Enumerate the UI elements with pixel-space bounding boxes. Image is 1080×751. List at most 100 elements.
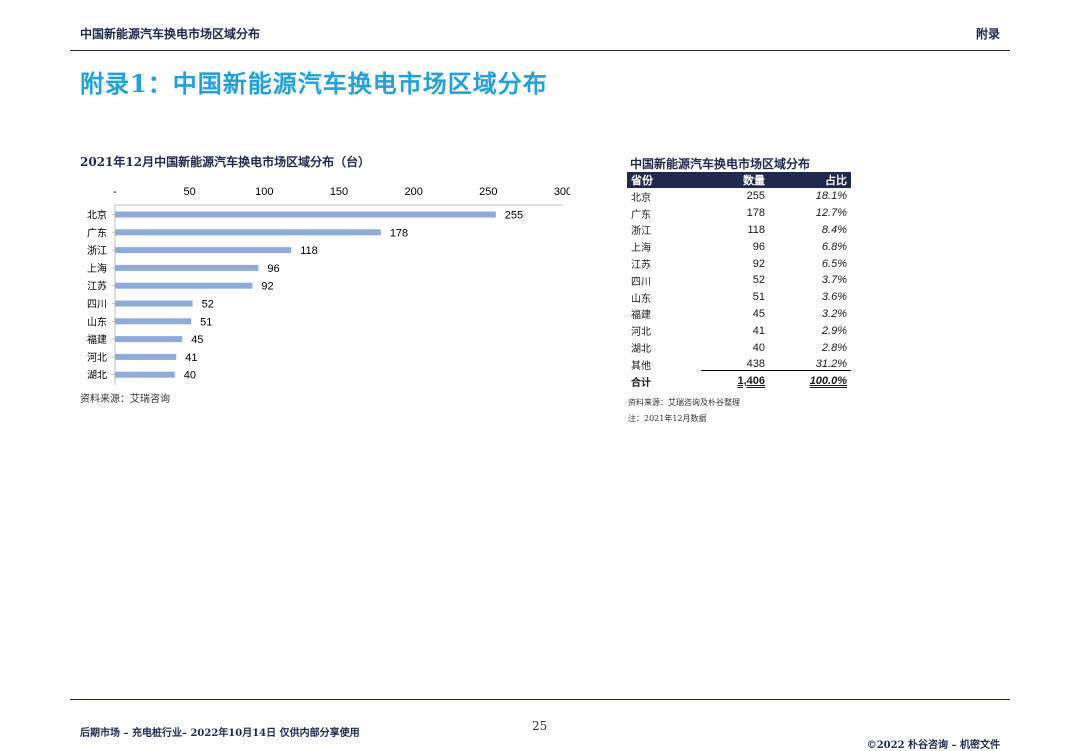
total-label: 合计 — [631, 377, 651, 389]
x-tick-label: 100 — [255, 186, 273, 198]
page-number: 25 — [532, 719, 548, 733]
category-label: 湖北 — [87, 370, 107, 382]
row-count: 96 — [752, 240, 765, 253]
table-total-row: 合计 1,406 100.0% — [627, 373, 851, 390]
row-count: 255 — [746, 190, 765, 203]
header-share: 占比 — [825, 174, 847, 187]
row-province: 河北 — [631, 327, 651, 339]
bar — [115, 353, 177, 360]
category-label: 广东 — [87, 226, 107, 239]
chart-source: 资料来源：艾瑞咨询 — [80, 394, 170, 405]
data-label: 41 — [185, 352, 197, 364]
data-label: 40 — [184, 370, 196, 382]
row-count: 118 — [747, 223, 765, 236]
footer-divider — [70, 699, 1010, 700]
row-count: 41 — [752, 324, 765, 337]
bar — [115, 336, 183, 343]
bar — [115, 300, 193, 307]
row-share: 3.2% — [821, 307, 847, 320]
data-label: 255 — [505, 210, 523, 222]
row-share: 18.1% — [815, 190, 847, 203]
table-header: 省份 数量 占比 — [627, 172, 851, 188]
total-share: 100.0% — [809, 375, 847, 388]
category-label: 浙江 — [87, 245, 107, 257]
row-share: 12.7% — [815, 207, 847, 220]
header-title: 中国新能源汽车换电市场区域分布 — [80, 27, 261, 41]
copyright: ©2022 朴谷咨询 – 机密文件 — [866, 740, 1000, 751]
row-count: 40 — [752, 341, 765, 354]
row-province: 四川 — [631, 276, 651, 288]
category-label: 河北 — [87, 352, 107, 364]
table-row: 其他 438 31.2% — [627, 356, 851, 373]
category-label: 上海 — [87, 262, 107, 275]
table-row: 福建 45 3.2% — [627, 306, 851, 323]
row-count: 52 — [752, 274, 765, 287]
data-label: 178 — [390, 227, 408, 239]
table-row: 山东 51 3.6% — [627, 289, 851, 306]
row-share: 6.8% — [821, 240, 847, 253]
bar-chart: - 50 100 150 200 250 300 北京 255 广东 178 浙江 118 上海 96 江苏 9… — [87, 186, 570, 385]
header-count: 数量 — [743, 174, 765, 187]
region-table: 省份 数量 占比 北京 255 18.1% 广东 178 12.7% 浙江 118 8.4% 上海… — [627, 172, 851, 390]
row-share: 2.9% — [821, 324, 847, 337]
row-province: 广东 — [631, 209, 651, 221]
bar — [115, 247, 292, 254]
header-section: 附录 — [975, 27, 1000, 41]
bar — [115, 264, 259, 271]
bar — [115, 371, 175, 378]
row-province: 北京 — [631, 192, 651, 204]
data-label: 45 — [191, 334, 203, 346]
category-label: 福建 — [87, 333, 107, 346]
table-row: 河北 41 2.9% — [627, 322, 851, 339]
bar — [115, 211, 496, 218]
row-count: 92 — [752, 257, 765, 270]
table-row: 浙江 118 8.4% — [627, 222, 851, 239]
row-share: 31.2% — [765, 358, 851, 371]
table-row: 四川 52 3.7% — [627, 272, 851, 289]
row-province: 江苏 — [631, 260, 651, 272]
row-share: 3.7% — [821, 274, 847, 287]
row-count: 178 — [746, 207, 765, 220]
data-label: 51 — [200, 316, 212, 328]
row-share: 2.8% — [821, 341, 847, 354]
data-label: 118 — [300, 245, 318, 257]
total-count: 1,406 — [737, 375, 765, 388]
row-province: 上海 — [631, 243, 651, 255]
x-tick-label: 200 — [404, 186, 422, 198]
bar — [115, 318, 192, 325]
footer-text: 后期市场 – 充电桩行业– 2022年10月14日 仅供内部分享使用 — [80, 728, 360, 739]
table-row: 湖北 40 2.8% — [627, 339, 851, 356]
header-province: 省份 — [631, 174, 653, 187]
row-province: 福建 — [631, 310, 651, 322]
x-tick-label: 300 — [554, 186, 570, 198]
table-row: 上海 96 6.8% — [627, 238, 851, 255]
table-source: 资料来源：艾瑞咨询及朴谷整理 — [628, 398, 740, 407]
x-tick-label: 150 — [330, 186, 348, 198]
category-label: 山东 — [87, 315, 107, 328]
table-note: 注：2021年12月数据 — [628, 414, 707, 423]
table-row: 江苏 92 6.5% — [627, 255, 851, 272]
x-tick-label: 250 — [479, 186, 497, 198]
bar — [115, 282, 253, 289]
row-share: 6.5% — [821, 257, 847, 270]
row-province: 浙江 — [631, 226, 651, 238]
category-label: 北京 — [87, 209, 107, 222]
row-count: 438 — [701, 358, 765, 371]
row-count: 45 — [752, 307, 765, 320]
page-title: 附录1：中国新能源汽车换电市场区域分布 — [80, 69, 548, 98]
row-share: 8.4% — [821, 223, 847, 236]
row-share: 3.6% — [821, 291, 847, 304]
table-title: 中国新能源汽车换电市场区域分布 — [630, 157, 811, 171]
row-province: 山东 — [631, 293, 651, 305]
x-tick-label: - — [113, 186, 117, 198]
data-label: 92 — [261, 281, 273, 293]
data-label: 96 — [267, 263, 279, 275]
table-row: 广东 178 12.7% — [627, 205, 851, 222]
row-province: 其他 — [631, 360, 651, 372]
category-label: 四川 — [87, 300, 107, 311]
table-row: 北京 255 18.1% — [627, 188, 851, 205]
row-count: 51 — [752, 291, 765, 304]
data-label: 52 — [202, 299, 214, 311]
chart-title: 2021年12月中国新能源汽车换电市场区域分布（台） — [80, 155, 371, 169]
header-divider — [70, 50, 1010, 51]
